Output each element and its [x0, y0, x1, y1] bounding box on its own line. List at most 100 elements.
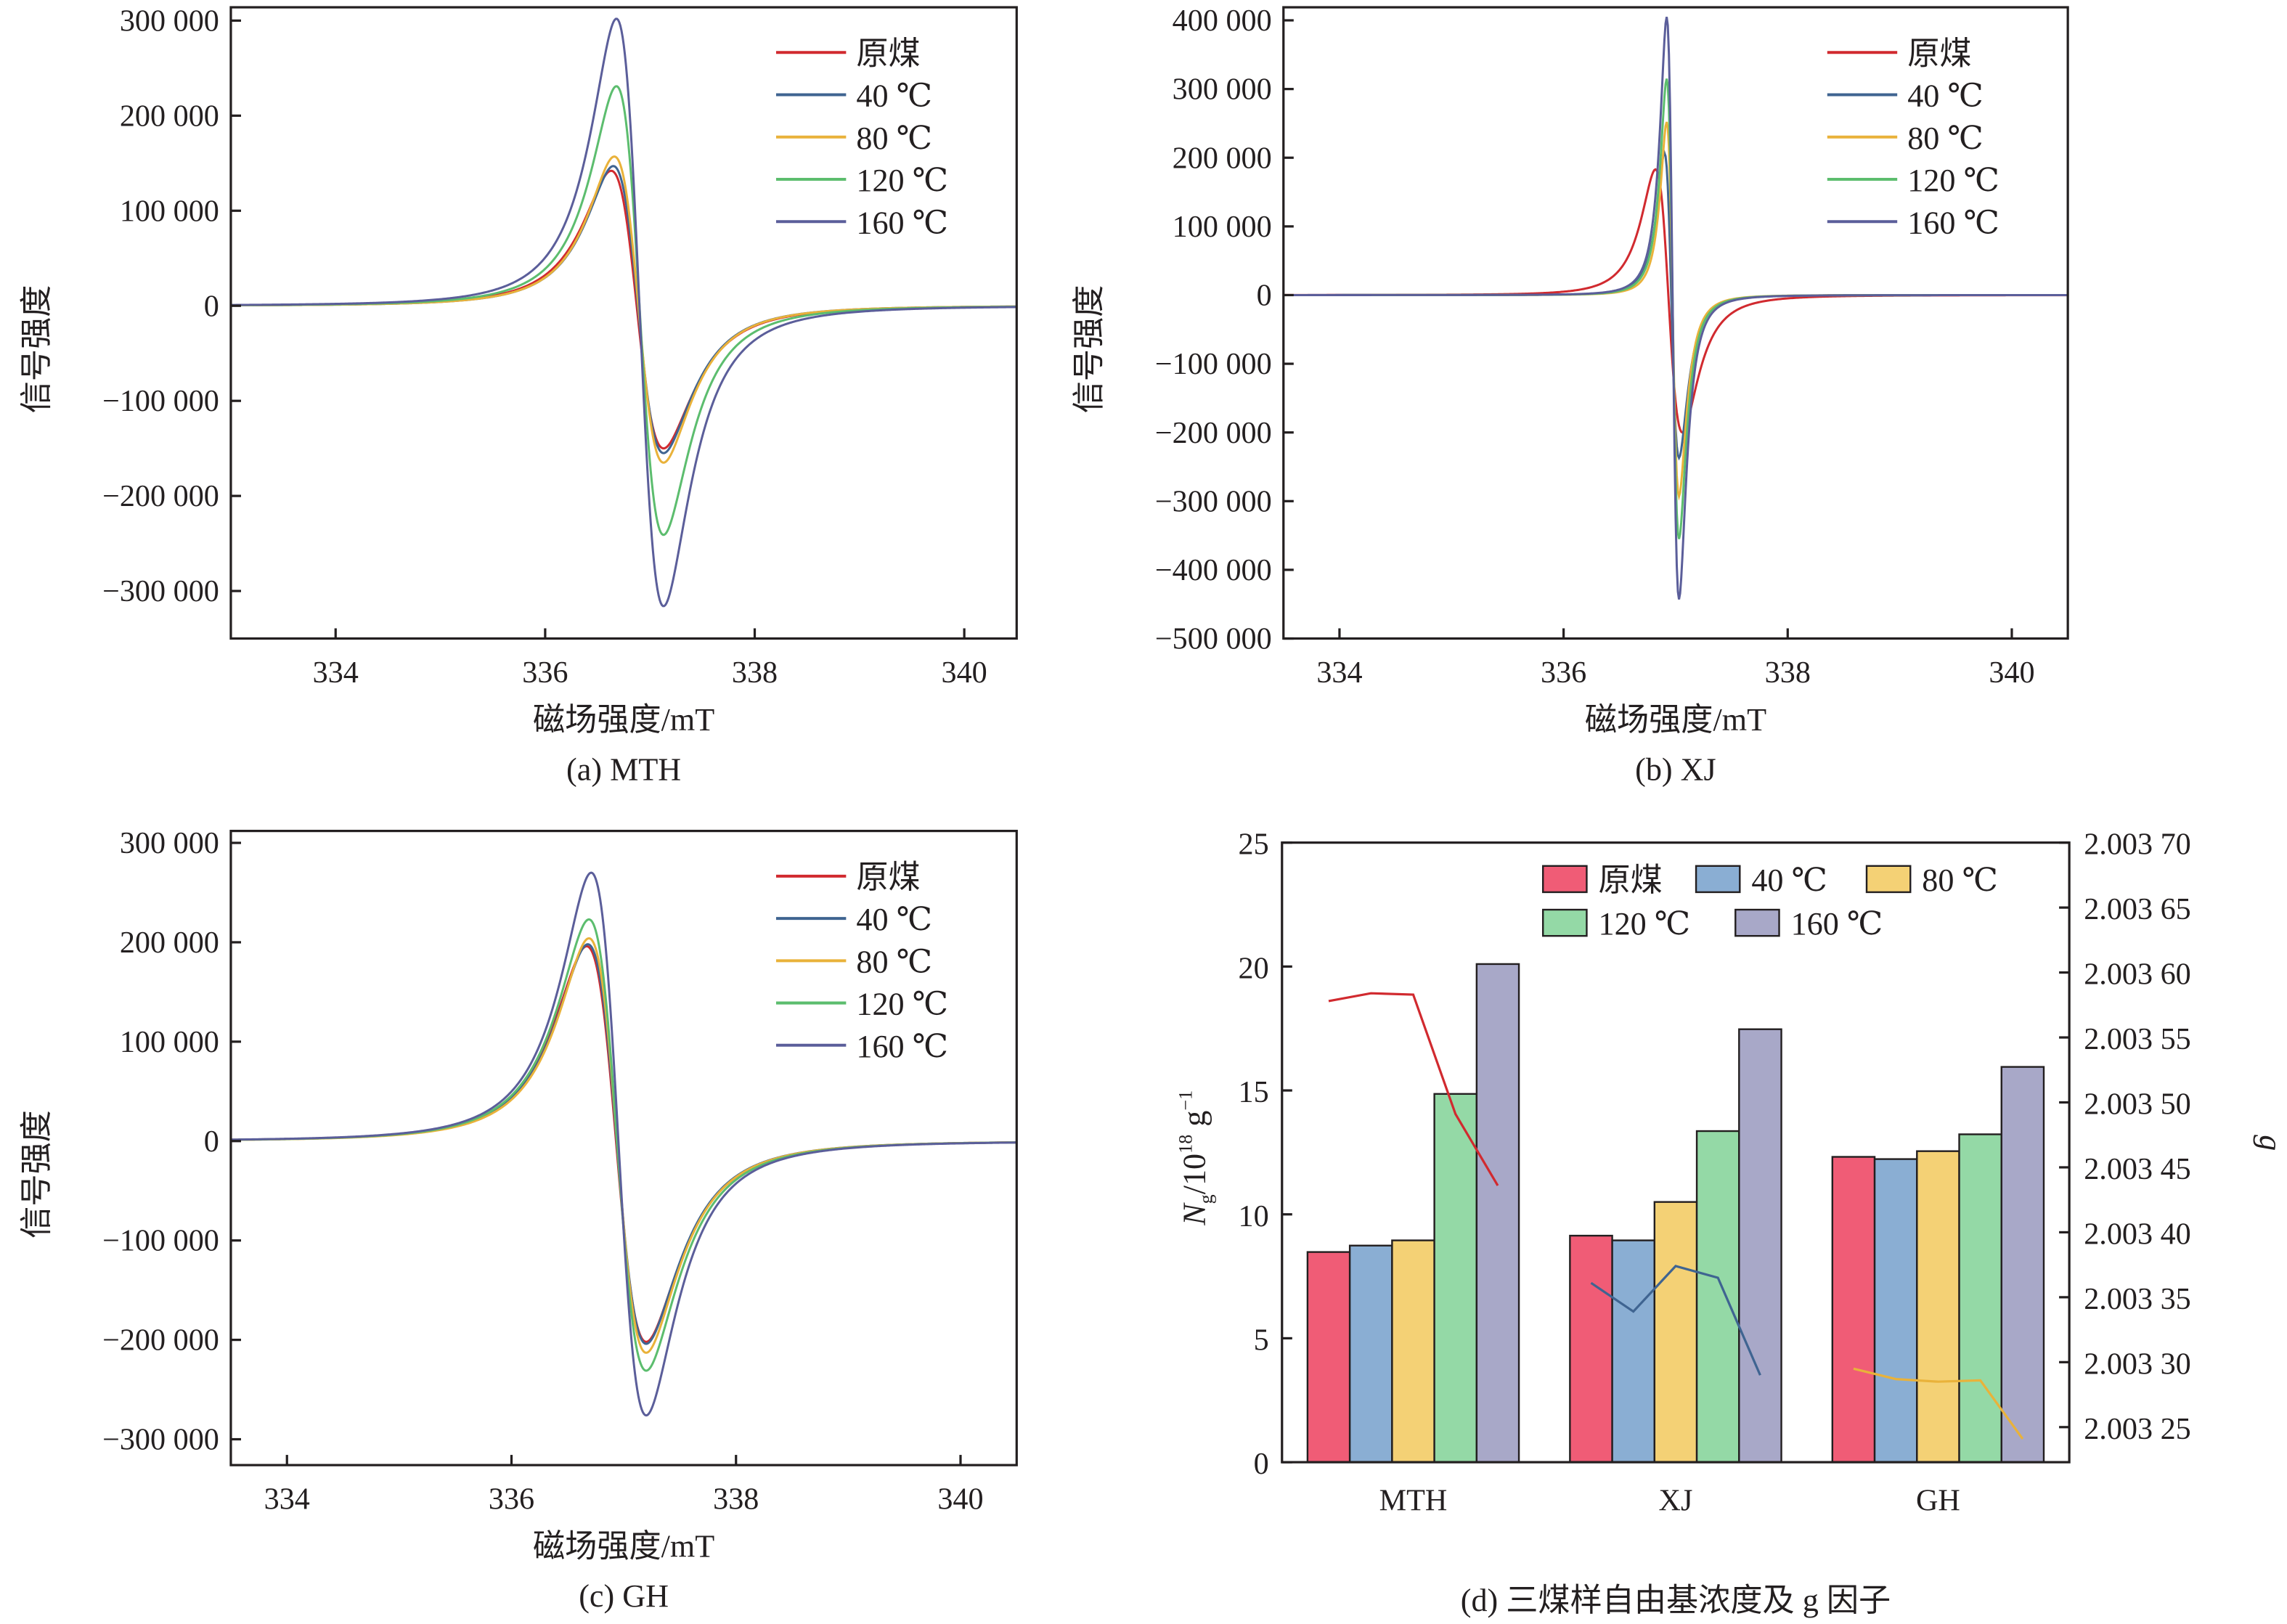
legend-swatch — [1542, 865, 1588, 894]
y-tick-label: 300 000 — [1173, 73, 1272, 107]
y-tick-label: −200 000 — [102, 479, 219, 513]
y2-tick-label: 2.003 65 — [2084, 892, 2191, 926]
legend-label: 40 ℃ — [1907, 78, 1984, 114]
bar-xj-1 — [1611, 1239, 1656, 1464]
y-tick-label: 10 — [1239, 1199, 1269, 1233]
x-tick-label: 340 — [942, 656, 987, 690]
legend-label: 40 ℃ — [1751, 862, 1827, 898]
x-tick-label: 340 — [937, 1482, 983, 1516]
curve-160c — [230, 871, 1017, 1417]
panel-b-xj: 400 000 300 000 200 000 100 000 0 −100 000 −20… — [1072, 4, 2069, 787]
x-category-label: XJ — [1659, 1483, 1693, 1517]
x-tick-label: 334 — [264, 1482, 310, 1516]
panel-caption: (a) MTH — [566, 751, 681, 787]
y-tick-label: 0 — [204, 1125, 219, 1159]
legend-label: 80 ℃ — [1922, 862, 1998, 898]
y-tick-label: −300 000 — [102, 1423, 219, 1457]
panel-a-mth: 300 000 200 000 100 000 0 −100 000 −200 000 −3… — [19, 4, 1018, 787]
curves — [230, 17, 1017, 608]
panel-caption: (d) 三煤样自由基浓度及 g 因子 — [1461, 1583, 1891, 1618]
bar-xj-4 — [1738, 1028, 1782, 1464]
y2-tick-label: 2.003 25 — [2084, 1412, 2191, 1446]
panel-d-radical-concentration: MTH XJ GH 0 5 10 15 20 25 2.003 70 2.003 65 2.003 6… — [1175, 828, 2287, 1618]
x-tick-label: 338 — [732, 656, 778, 690]
legend-label: 160 ℃ — [856, 205, 948, 240]
curve-160c — [230, 17, 1017, 608]
legend-label: 40 ℃ — [856, 78, 932, 114]
legend-label: 80 ℃ — [856, 944, 932, 979]
bar-gh-0 — [1831, 1156, 1876, 1464]
y-tick-label: −500 000 — [1155, 622, 1272, 656]
y2-tick-label: 2.003 30 — [2084, 1347, 2191, 1381]
y-tick-label: −200 000 — [102, 1323, 219, 1358]
legend: 原煤 40 ℃ 80 ℃ 120 ℃ 160 ℃ — [1827, 36, 1999, 240]
x-category-label: GH — [1916, 1483, 1960, 1517]
plot-frame — [229, 829, 1018, 1466]
panel-caption: (c) GH — [579, 1578, 669, 1614]
y-tick-label: 200 000 — [120, 99, 219, 133]
y2-tick-label: 2.003 35 — [2084, 1282, 2191, 1316]
x-axis-title: 磁场强度/mT — [533, 702, 714, 738]
y-tick-label: 300 000 — [120, 4, 219, 38]
legend-label: 40 ℃ — [856, 902, 932, 937]
legend-swatch — [1865, 865, 1912, 894]
plot-frame — [229, 6, 1018, 640]
y-tick-label: 25 — [1239, 828, 1269, 862]
y-tick-label: −300 000 — [1155, 484, 1272, 518]
y-tick-label: 100 000 — [1173, 210, 1272, 244]
legend-swatch — [1695, 865, 1741, 894]
curves — [1283, 17, 2068, 600]
y-axis-title: 信号强度 — [1072, 285, 1107, 414]
y-tick-label: 400 000 — [1173, 4, 1272, 38]
curve-160c — [1283, 17, 2068, 600]
y-tick-label: 0 — [1257, 279, 1272, 313]
y-tick-label: 5 — [1254, 1323, 1269, 1357]
bar-xj-0 — [1569, 1234, 1613, 1464]
y2-tick-label: 2.003 40 — [2084, 1217, 2191, 1251]
x-category-label: MTH — [1379, 1483, 1448, 1517]
x-tick-label: 340 — [1989, 656, 2034, 690]
y2-tick-label: 2.003 55 — [2084, 1022, 2191, 1056]
legend-label: 120 ℃ — [1907, 163, 1999, 198]
legend-label: 120 ℃ — [856, 987, 948, 1022]
bar-xj-2 — [1653, 1201, 1698, 1464]
bar-mth-0 — [1306, 1251, 1351, 1464]
y-tick-label: −200 000 — [1155, 416, 1272, 450]
y2-tick-label: 2.003 60 — [2084, 958, 2191, 992]
g-factor-line-xj — [1590, 1265, 1761, 1376]
y-tick-label: −100 000 — [102, 384, 219, 418]
y-tick-label: 0 — [204, 289, 219, 323]
x-tick-label: 338 — [713, 1482, 759, 1516]
y-tick-label: 100 000 — [120, 194, 219, 228]
y-axis-title-sup: 18 — [1175, 1135, 1196, 1154]
y-axis-title: Ng/1018 g−1 — [1175, 1090, 1216, 1226]
x-tick-label: 338 — [1765, 656, 1811, 690]
legend-label: 160 ℃ — [856, 1029, 948, 1064]
y-axis-title: 信号强度 — [19, 1110, 54, 1239]
y2-tick-label: 2.003 50 — [2084, 1088, 2191, 1122]
legend-swatch — [1734, 908, 1780, 937]
legend-label: 原煤 — [856, 36, 920, 71]
g-factor-line-gh — [1853, 1367, 2024, 1440]
y-tick-label: 100 000 — [120, 1025, 219, 1059]
y-tick-label: 200 000 — [120, 926, 219, 960]
legend: 原煤 40 ℃ 80 ℃ 120 ℃ 160 ℃ — [775, 36, 948, 240]
legend-label: 80 ℃ — [1907, 121, 1984, 156]
y-tick-label: 200 000 — [1173, 141, 1272, 175]
legend-label: 160 ℃ — [1907, 205, 1999, 240]
y2-axis-title: g — [2253, 1135, 2287, 1151]
bar-mth-4 — [1475, 963, 1520, 1464]
legend-label: 120 ℃ — [856, 163, 948, 198]
g-factor-lines — [1328, 992, 2024, 1440]
y-axis-title-sub: g — [1195, 1194, 1216, 1204]
y-axis-title-n: N — [1176, 1202, 1212, 1226]
y-axis-title-unit: g — [1176, 1111, 1212, 1135]
legend: 原煤 40 ℃ 80 ℃ 120 ℃ 160 ℃ — [1542, 862, 1998, 942]
x-tick-label: 336 — [489, 1482, 534, 1516]
panel-caption: (b) XJ — [1635, 751, 1716, 787]
bar-gh-3 — [1958, 1133, 2002, 1464]
y-tick-label: −300 000 — [102, 574, 219, 608]
y-axis-title-unit-sup: −1 — [1175, 1090, 1196, 1111]
bar-xj-3 — [1695, 1130, 1740, 1464]
